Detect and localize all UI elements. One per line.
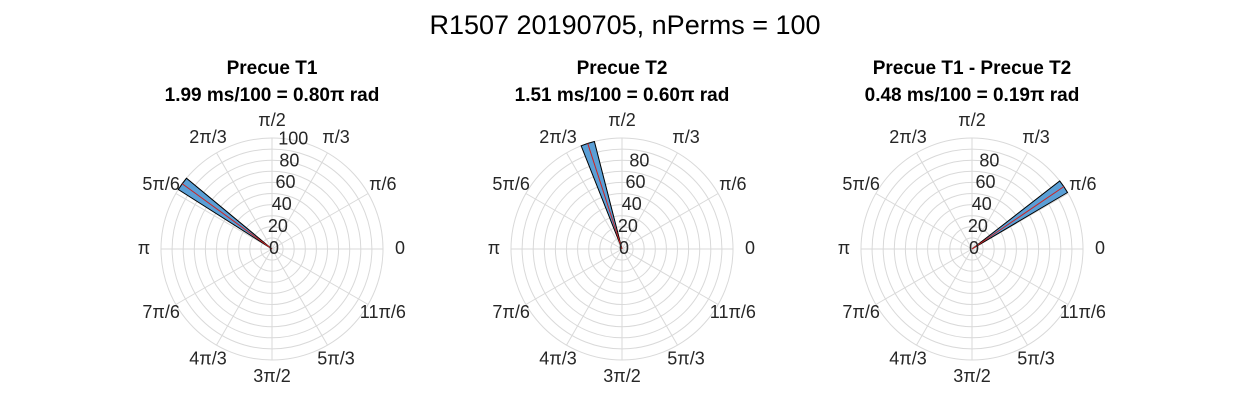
theta-tick-label: 5π/3 [1017, 349, 1054, 369]
grid-spoke [875, 248, 973, 305]
grid-spoke [271, 152, 328, 250]
r-tick-label: 20 [268, 216, 288, 236]
theta-tick-label: 11π/6 [360, 302, 406, 322]
mean-vector-line [971, 186, 1065, 250]
r-tick-label: 60 [976, 172, 996, 192]
grid-spoke [916, 152, 973, 250]
theta-tick-label: 4π/3 [889, 349, 926, 369]
r-tick-label: 20 [968, 216, 988, 236]
theta-tick-label: π/2 [958, 110, 985, 130]
theta-tick-label: π/2 [258, 110, 285, 130]
grid-spoke [216, 152, 273, 250]
r-tick-label: 0 [969, 238, 979, 258]
grid-spoke [621, 248, 678, 346]
r-tick-label: 40 [622, 194, 642, 214]
grid-spoke [875, 193, 973, 250]
r-tick-label: 40 [272, 194, 292, 214]
histogram-bar [580, 140, 623, 250]
grid-spoke [971, 248, 1069, 305]
theta-tick-label: π/2 [608, 110, 635, 130]
theta-tick-label: 11π/6 [1060, 302, 1106, 322]
theta-tick-label: 2π/3 [189, 127, 226, 147]
mean-vector-line [181, 183, 273, 250]
polar-axes-1: 0204060801000π/6π/3π/22π/35π/6π7π/64π/33… [138, 58, 406, 386]
subplot-title: 1.99 ms/100 = 0.80π rad [165, 85, 380, 106]
theta-tick-label: π/6 [719, 174, 746, 194]
theta-tick-label: 0 [1095, 238, 1105, 258]
theta-tick-label: 0 [745, 238, 755, 258]
theta-tick-label: 11π/6 [710, 302, 756, 322]
theta-tick-label: π [488, 238, 500, 258]
theta-tick-label: 5π/3 [317, 349, 354, 369]
theta-tick-label: 4π/3 [539, 349, 576, 369]
grid-spoke [971, 248, 1028, 346]
grid-spoke [971, 152, 1028, 250]
grid-spoke [916, 248, 973, 346]
mean-vector-line [587, 143, 623, 250]
grid-spoke [621, 152, 678, 250]
grid-spoke [566, 248, 623, 346]
grid-spoke [216, 248, 273, 346]
r-tick-label: 80 [979, 150, 999, 170]
theta-tick-label: π/3 [672, 127, 699, 147]
grid-spoke [271, 248, 369, 305]
r-tick-label: 60 [276, 172, 296, 192]
theta-tick-label: 2π/3 [539, 127, 576, 147]
grid-spoke [271, 248, 328, 346]
histogram-bar [971, 180, 1069, 250]
theta-tick-label: 5π/3 [667, 349, 704, 369]
subplot-title: 0.48 ms/100 = 0.19π rad [865, 85, 1080, 106]
theta-tick-label: 0 [395, 238, 405, 258]
theta-tick-label: 3π/2 [253, 366, 290, 386]
r-tick-label: 80 [279, 150, 299, 170]
grid-spoke [621, 248, 719, 305]
grid-spoke [525, 248, 623, 305]
theta-tick-label: 5π/6 [842, 174, 879, 194]
theta-tick-label: 4π/3 [189, 349, 226, 369]
r-tick-label: 100 [278, 128, 308, 148]
r-tick-label: 20 [618, 216, 638, 236]
r-tick-label: 40 [972, 194, 992, 214]
figure-title: R1507 20190705, nPerms = 100 [429, 10, 821, 40]
theta-tick-label: 7π/6 [842, 302, 879, 322]
grid-spoke [621, 193, 719, 250]
subplot-title: Precue T1 [227, 58, 318, 79]
theta-tick-label: π/6 [369, 174, 396, 194]
polar-axes-2: 0204060800π/6π/3π/22π/35π/6π7π/64π/33π/2… [488, 58, 756, 386]
grid-spoke [271, 193, 369, 250]
polar-axes-3: 0204060800π/6π/3π/22π/35π/6π7π/64π/33π/2… [838, 58, 1106, 386]
r-tick-label: 0 [269, 238, 279, 258]
grid-spoke [175, 248, 273, 305]
theta-tick-label: π/3 [1022, 127, 1049, 147]
theta-tick-label: 2π/3 [889, 127, 926, 147]
theta-tick-label: 5π/6 [142, 174, 179, 194]
theta-tick-label: 3π/2 [953, 366, 990, 386]
r-tick-label: 60 [626, 172, 646, 192]
theta-tick-label: 3π/2 [603, 366, 640, 386]
theta-tick-label: π/6 [1069, 174, 1096, 194]
theta-tick-label: π [838, 238, 850, 258]
grid-spoke [175, 193, 273, 250]
grid-spoke [566, 152, 623, 250]
r-tick-label: 0 [619, 238, 629, 258]
theta-tick-label: π/3 [322, 127, 349, 147]
subplot-title: 1.51 ms/100 = 0.60π rad [515, 85, 730, 106]
theta-tick-label: 7π/6 [492, 302, 529, 322]
theta-tick-label: π [138, 238, 150, 258]
theta-tick-label: 7π/6 [142, 302, 179, 322]
grid-spoke [525, 193, 623, 250]
subplot-title: Precue T1 - Precue T2 [873, 58, 1072, 79]
r-tick-label: 80 [629, 150, 649, 170]
subplot-title: Precue T2 [577, 58, 668, 79]
theta-tick-label: 5π/6 [492, 174, 529, 194]
